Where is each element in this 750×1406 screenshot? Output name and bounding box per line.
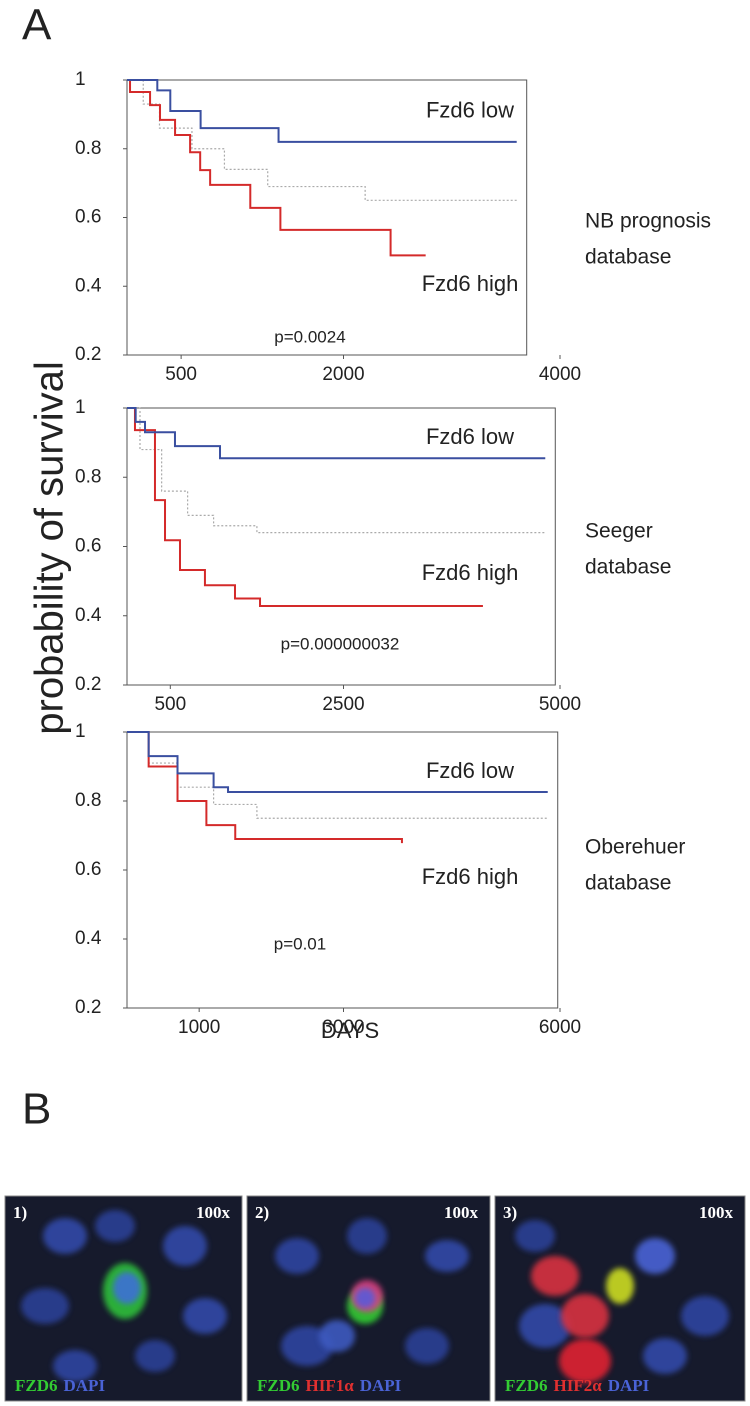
cell — [425, 1240, 469, 1272]
cell — [163, 1226, 207, 1266]
survival-curve — [127, 79, 517, 143]
x-tick-label: 2000 — [322, 364, 364, 385]
y-tick-label: 0.8 — [75, 790, 101, 811]
p-value: p=0.000000032 — [281, 634, 400, 653]
cell — [559, 1339, 611, 1383]
y-tick-label: 0.8 — [75, 138, 101, 159]
cell — [355, 1288, 375, 1308]
survival-curve — [127, 407, 546, 534]
y-tick-label: 0.4 — [75, 928, 102, 949]
cell — [405, 1328, 449, 1364]
micrograph: 1) 100x FZD6 DAPI — [4, 1195, 243, 1402]
cell — [53, 1350, 97, 1382]
y-tick-label: 0.6 — [75, 536, 101, 557]
y-tick-label: 0.4 — [75, 605, 102, 626]
cell — [635, 1238, 675, 1274]
y-tick-label: 0.6 — [75, 207, 101, 228]
series-label: Fzd6 low — [426, 424, 514, 449]
y-tick-label: 0.2 — [75, 997, 101, 1018]
y-tick-label: 0.4 — [75, 275, 102, 296]
survival-curve — [127, 731, 548, 794]
cell — [347, 1218, 387, 1254]
cell — [561, 1294, 609, 1338]
panel-label: B — [22, 1085, 51, 1134]
magnification: 100x — [444, 1203, 479, 1222]
x-tick-label: 2500 — [322, 694, 364, 715]
series-label: Fzd6 low — [426, 758, 514, 783]
y-tick-label: 1 — [75, 69, 86, 90]
database-label: database — [585, 246, 671, 269]
cell — [43, 1218, 87, 1254]
cell — [135, 1340, 175, 1372]
series-label: Fzd6 high — [422, 271, 519, 296]
cell — [681, 1296, 729, 1336]
x-tick-label: 6000 — [539, 1017, 581, 1038]
series-label: Fzd6 high — [422, 560, 519, 585]
micrograph-number: 3) — [503, 1203, 517, 1222]
stain-label: DAPI — [360, 1376, 402, 1395]
stain-label: FZD6 — [257, 1376, 300, 1395]
survival-curve — [127, 407, 546, 460]
y-tick-label: 0.2 — [75, 344, 101, 365]
x-tick-label: 4000 — [539, 364, 581, 385]
y-tick-label: 1 — [75, 721, 86, 742]
cell — [643, 1338, 687, 1374]
magnification: 100x — [196, 1203, 231, 1222]
micrograph-number: 1) — [13, 1203, 27, 1222]
cell — [113, 1272, 141, 1304]
survival-curve — [127, 731, 403, 844]
stain-labels: FZD6 HIF2α DAPI — [505, 1376, 650, 1395]
cell — [95, 1210, 135, 1242]
stain-label: HIF1α — [306, 1376, 355, 1395]
stain-label: HIF2α — [554, 1376, 603, 1395]
y-tick-label: 0.8 — [75, 466, 101, 487]
series-label: Fzd6 high — [422, 864, 519, 889]
cell — [183, 1298, 227, 1334]
x-axis-label: DAYS — [321, 1018, 379, 1043]
cell — [519, 1304, 571, 1348]
x-tick-label: 1000 — [178, 1017, 220, 1038]
database-label: database — [585, 872, 671, 895]
x-tick-label: 500 — [165, 364, 197, 385]
database-label: NB prognosis — [585, 210, 711, 233]
survival-curve — [127, 79, 426, 257]
stain-labels: FZD6 DAPI — [15, 1376, 105, 1395]
panel-label: A — [22, 1, 52, 50]
cell — [21, 1288, 69, 1324]
magnification: 100x — [699, 1203, 734, 1222]
x-tick-label: 5000 — [539, 694, 581, 715]
y-tick-label: 0.2 — [75, 674, 101, 695]
survival-curve — [127, 79, 517, 201]
stain-labels: FZD6 HIF1α DAPI — [257, 1376, 402, 1395]
y-tick-label: 1 — [75, 397, 86, 418]
stain-label: DAPI — [608, 1376, 650, 1395]
micrograph: 3) 100x FZD6 HIF2α DAPI — [494, 1195, 746, 1402]
y-axis-label: probability of survival — [28, 361, 72, 735]
p-value: p=0.01 — [274, 934, 326, 953]
micrograph: 2) 100x FZD6 HIF1α DAPI — [246, 1195, 491, 1402]
series-label: Fzd6 low — [426, 98, 514, 123]
stain-label: DAPI — [64, 1376, 106, 1395]
cell — [515, 1220, 555, 1252]
stain-label: FZD6 — [505, 1376, 548, 1395]
x-tick-label: 500 — [154, 694, 186, 715]
cell — [319, 1320, 355, 1352]
database-label: Seeger — [585, 520, 653, 543]
micrograph-number: 2) — [255, 1203, 269, 1222]
cell — [606, 1268, 634, 1304]
database-label: database — [585, 556, 671, 579]
x-tick-label: 3000 — [322, 1017, 364, 1038]
database-label: Oberehuer — [585, 836, 685, 859]
stain-label: FZD6 — [15, 1376, 58, 1395]
cell — [531, 1256, 579, 1296]
y-tick-label: 0.6 — [75, 859, 101, 880]
cell — [275, 1238, 319, 1274]
p-value: p=0.0024 — [274, 327, 345, 346]
